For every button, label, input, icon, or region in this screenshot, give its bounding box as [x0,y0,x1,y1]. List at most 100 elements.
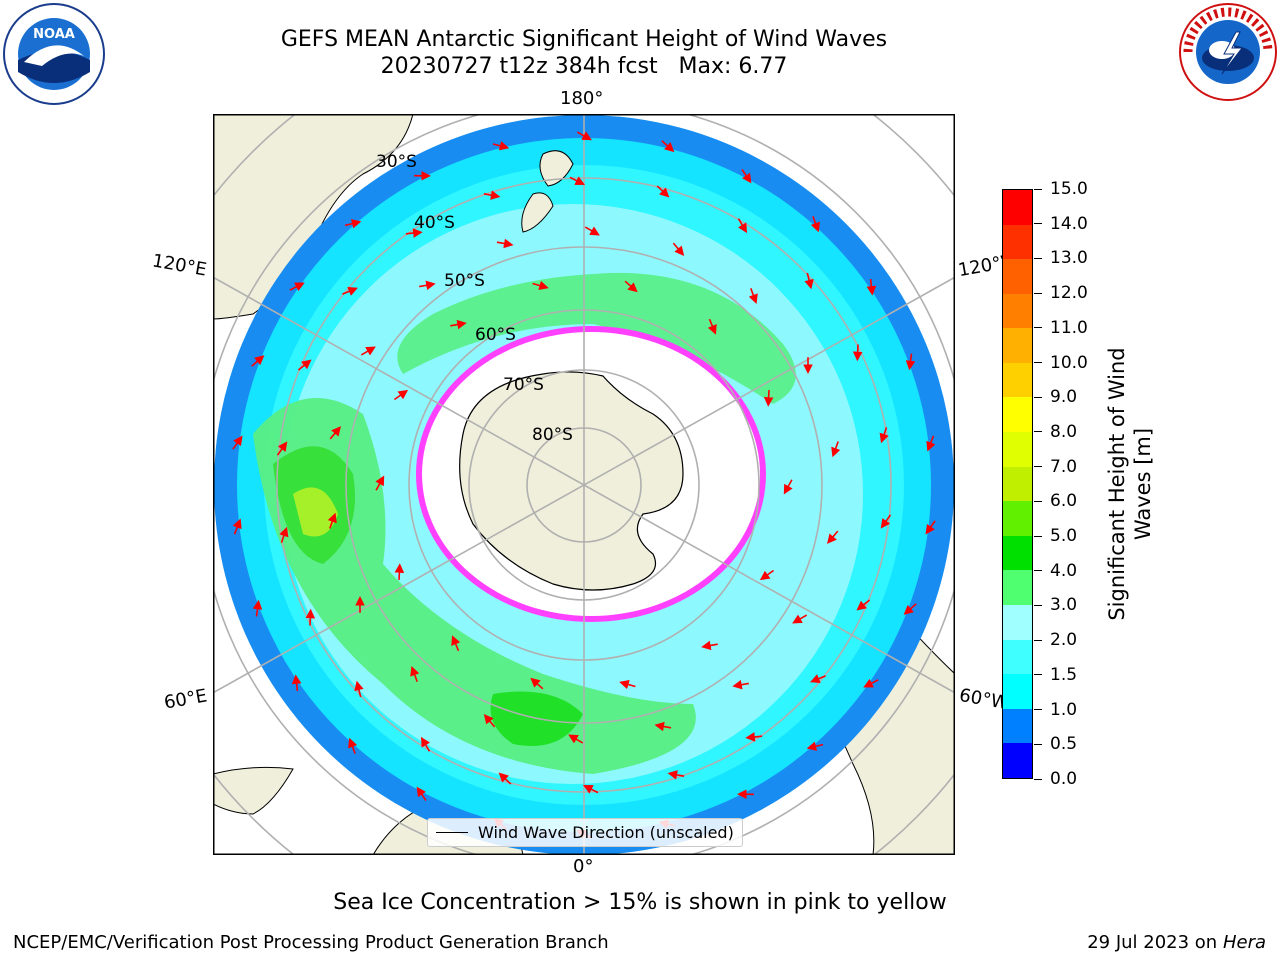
wind-wave-direction-arrow [584,226,600,236]
wind-wave-direction-arrow [810,216,820,233]
wind-wave-direction-arrow [251,355,265,367]
colorbar-tick-label: 0.0 [1034,770,1077,788]
wind-wave-direction-arrow [804,272,814,290]
svg-text:NOAA: NOAA [33,27,75,42]
lat-label: 40°S [414,213,455,233]
wind-wave-direction-arrow [354,680,364,698]
map-legend: Wind Wave Direction (unscaled) [427,818,743,847]
colorbar-segment [1003,605,1032,640]
wind-wave-direction-arrow [291,674,302,692]
wind-wave-direction-arrow [863,678,879,688]
wind-wave-direction-arrow [748,288,758,305]
wind-wave-direction-arrow [327,512,337,529]
colorbar-tick-label: 6.0 [1034,492,1077,510]
colorbar-label: Significant Height of Wind Waves [m] [1105,347,1155,621]
wind-wave-direction-arrow [903,603,917,615]
wind-wave-direction-arrow [496,238,514,249]
wind-wave-direction-arrow [831,441,841,458]
colorbar-tick-label: 2.0 [1034,631,1077,649]
sea-ice-note: Sea Ice Concentration > 15% is shown in … [333,890,947,915]
wind-wave-direction-arrow [737,218,748,234]
footer-date: 29 Jul 2023 on Hera [1087,932,1266,953]
wind-wave-direction-arrow [492,141,510,151]
footer-branch: NCEP/EMC/Verification Post Processing Pr… [13,932,609,953]
wind-wave-direction-arrow [342,286,358,296]
wind-wave-direction-arrow [707,318,717,335]
polar-map [213,114,955,855]
noaa-logo-icon: NOAA [3,3,105,105]
wind-wave-direction-arrow [583,785,599,794]
lat-label: 30°S [376,152,417,172]
wind-wave-direction-arrow [856,599,871,611]
colorbar-segment [1003,570,1032,606]
lon-label-upper-left: 120°E [150,250,209,281]
colorbar-tick-label: 10.0 [1034,354,1088,372]
wind-wave-direction-arrow [667,770,685,780]
wind-wave-direction-arrow [925,520,936,535]
colorbar-tick-label: 7.0 [1034,458,1077,476]
wind-wave-direction-arrow [880,514,892,529]
colorbar [1002,189,1033,779]
wind-wave-direction-arrow [806,741,824,751]
wind-wave-direction-arrow [279,526,289,543]
colorbar-tick-label: 11.0 [1034,319,1088,337]
colorbar-segment [1003,293,1032,329]
colorbar-segment [1003,362,1032,398]
wind-wave-direction-arrow [289,282,305,292]
wind-wave-direction-arrow [483,714,496,728]
lon-label-lower-left: 60°E [162,685,209,714]
lat-label: 60°S [475,325,516,345]
wind-wave-direction-arrow [393,389,409,401]
colorbar-segment [1003,397,1032,433]
chart-title: GEFS MEAN Antarctic Significant Height o… [280,27,888,52]
legend-label: Wind Wave Direction (unscaled) [478,823,734,842]
wind-wave-direction-arrow [348,737,358,754]
colorbar-tick-label: 9.0 [1034,388,1077,406]
colorbar-tick-label: 14.0 [1034,215,1088,233]
colorbar-segment [1003,743,1032,778]
wind-wave-direction-arrow [532,280,549,291]
colorbar-segment [1003,259,1032,294]
colorbar-segment [1003,328,1032,363]
wind-wave-direction-arrow [624,280,638,293]
wind-wave-direction-arrow [416,786,427,802]
wind-wave-direction-arrow [741,168,752,184]
colorbar-segment [1003,535,1032,571]
wind-wave-direction-arrow [672,242,685,256]
wind-wave-direction-arrow [783,479,793,495]
wind-wave-direction-arrow [252,599,263,617]
wind-wave-direction-arrow [852,344,863,362]
wind-wave-direction-arrow [759,569,775,581]
wind-wave-direction-arrow [305,608,316,626]
wind-wave-direction-arrow [420,736,431,752]
nws-logo-icon [1179,3,1277,101]
colorbar-tick-label: 12.0 [1034,284,1088,302]
wind-wave-direction-arrow [763,390,774,407]
lat-label: 50°S [444,271,485,291]
footer-machine: Hera [1222,932,1266,953]
wind-wave-direction-arrow [656,185,670,198]
wind-wave-direction-arrow [276,441,288,456]
colorbar-segment [1003,224,1032,260]
wind-wave-direction-arrow [905,353,916,371]
wind-wave-direction-arrow [661,140,675,153]
wind-wave-direction-arrow [360,346,376,356]
wind-wave-direction-arrow [576,131,593,141]
wind-wave-direction-arrow [297,359,312,371]
colorbar-segment [1003,674,1032,709]
wind-wave-direction-arrow [232,435,243,450]
wind-wave-direction-arrow [483,190,501,200]
wind-wave-direction-arrow [344,219,362,229]
wind-wave-direction-arrow [451,635,461,652]
wind-wave-direction-arrow [329,426,342,440]
wind-wave-direction-arrow [619,679,636,690]
wind-wave-direction-arrow [419,280,436,291]
wind-wave-direction-arrow [498,772,512,785]
wind-wave-direction-arrow [375,475,385,491]
colorbar-segment [1003,432,1032,467]
colorbar-tick-label: 1.0 [1034,701,1077,719]
chart-subtitle: 20230727 t12z 384h fcst Max: 6.77 [380,54,788,79]
wind-wave-direction-arrow [530,677,544,690]
wind-wave-direction-arrow [394,563,405,580]
wind-wave-direction-arrow [866,278,877,296]
